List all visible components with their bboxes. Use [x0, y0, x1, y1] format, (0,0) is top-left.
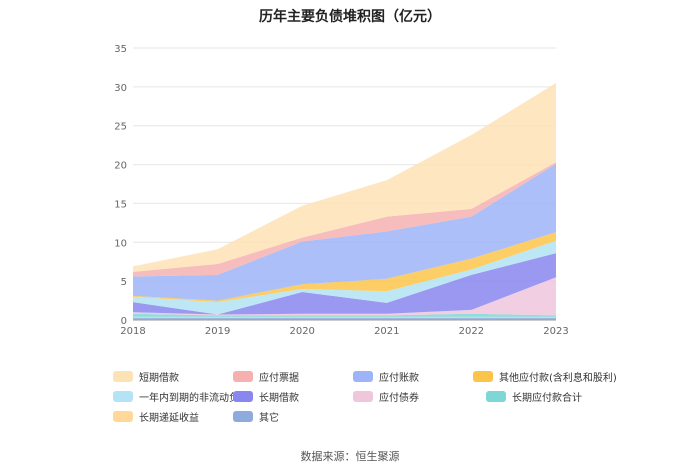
legend-item[interactable]: 长期借款 — [233, 389, 299, 404]
data-source-note: 数据来源：恒生聚源 — [300, 450, 400, 463]
y-tick-label: 35 — [114, 44, 127, 55]
x-tick-label: 2021 — [374, 326, 399, 337]
area-series-短期借款 — [133, 82, 556, 272]
y-tick-label: 10 — [114, 238, 127, 249]
legend-item[interactable]: 应付票据 — [233, 369, 299, 384]
y-tick-label: 5 — [121, 277, 127, 288]
legend-swatch — [233, 371, 253, 382]
legend-item[interactable]: 长期应付款合计 — [486, 389, 582, 404]
y-tick-label: 25 — [114, 122, 127, 133]
legend-label: 短期借款 — [139, 373, 179, 384]
legend-label: 一年内到期的非流动负债 — [139, 393, 249, 404]
area-series-长期应付款合计 — [133, 313, 556, 317]
x-tick-label: 2020 — [289, 326, 314, 337]
legend-swatch — [353, 371, 373, 382]
legend-swatch — [473, 371, 493, 382]
legend-item[interactable]: 一年内到期的非流动负债 — [113, 389, 249, 404]
legend-item[interactable]: 应付账款 — [353, 369, 419, 384]
x-tick-label: 2023 — [543, 326, 568, 337]
legend-label: 长期应付款合计 — [512, 393, 582, 404]
legend-item[interactable]: 应付债券 — [353, 389, 419, 404]
legend-swatch — [233, 391, 253, 402]
y-tick-label: 20 — [114, 161, 127, 172]
area-series-应付账款 — [133, 163, 556, 301]
legend-swatch — [353, 391, 373, 402]
x-tick-label: 2022 — [459, 326, 484, 337]
area-series-长期借款 — [133, 253, 556, 315]
legend-label: 长期递延收益 — [139, 413, 199, 424]
area-series-一年内到期的非流动负债 — [133, 240, 556, 315]
legend-label: 其它 — [259, 413, 279, 424]
legend-swatch — [113, 371, 133, 382]
area-series-应付债券 — [133, 277, 556, 316]
area-series-其他应付款(含利息和股利) — [133, 232, 556, 303]
area-series-其它 — [133, 317, 556, 320]
x-tick-label: 2019 — [205, 326, 230, 337]
y-tick-label: 0 — [121, 316, 127, 327]
y-tick-label: 15 — [114, 199, 127, 210]
legend-swatch — [113, 411, 133, 422]
legend-label: 长期借款 — [259, 393, 299, 404]
legend-label: 应付账款 — [379, 373, 419, 384]
x-tick-label: 2018 — [120, 326, 145, 337]
y-tick-label: 30 — [114, 83, 127, 94]
legend-label: 应付票据 — [259, 373, 299, 384]
legend-swatch — [486, 391, 506, 402]
legend-item[interactable]: 短期借款 — [113, 369, 179, 384]
chart-title: 历年主要负债堆积图（亿元） — [259, 9, 441, 25]
legend-swatch — [233, 411, 253, 422]
legend-item[interactable]: 其他应付款(含利息和股利) — [473, 369, 617, 384]
legend-label: 其他应付款(含利息和股利) — [499, 373, 617, 384]
area-series-长期递延收益 — [133, 316, 556, 318]
legend-item[interactable]: 其它 — [233, 409, 279, 424]
legend-label: 应付债券 — [379, 393, 419, 404]
legend-swatch — [113, 391, 133, 402]
legend-item[interactable]: 长期递延收益 — [113, 409, 199, 424]
